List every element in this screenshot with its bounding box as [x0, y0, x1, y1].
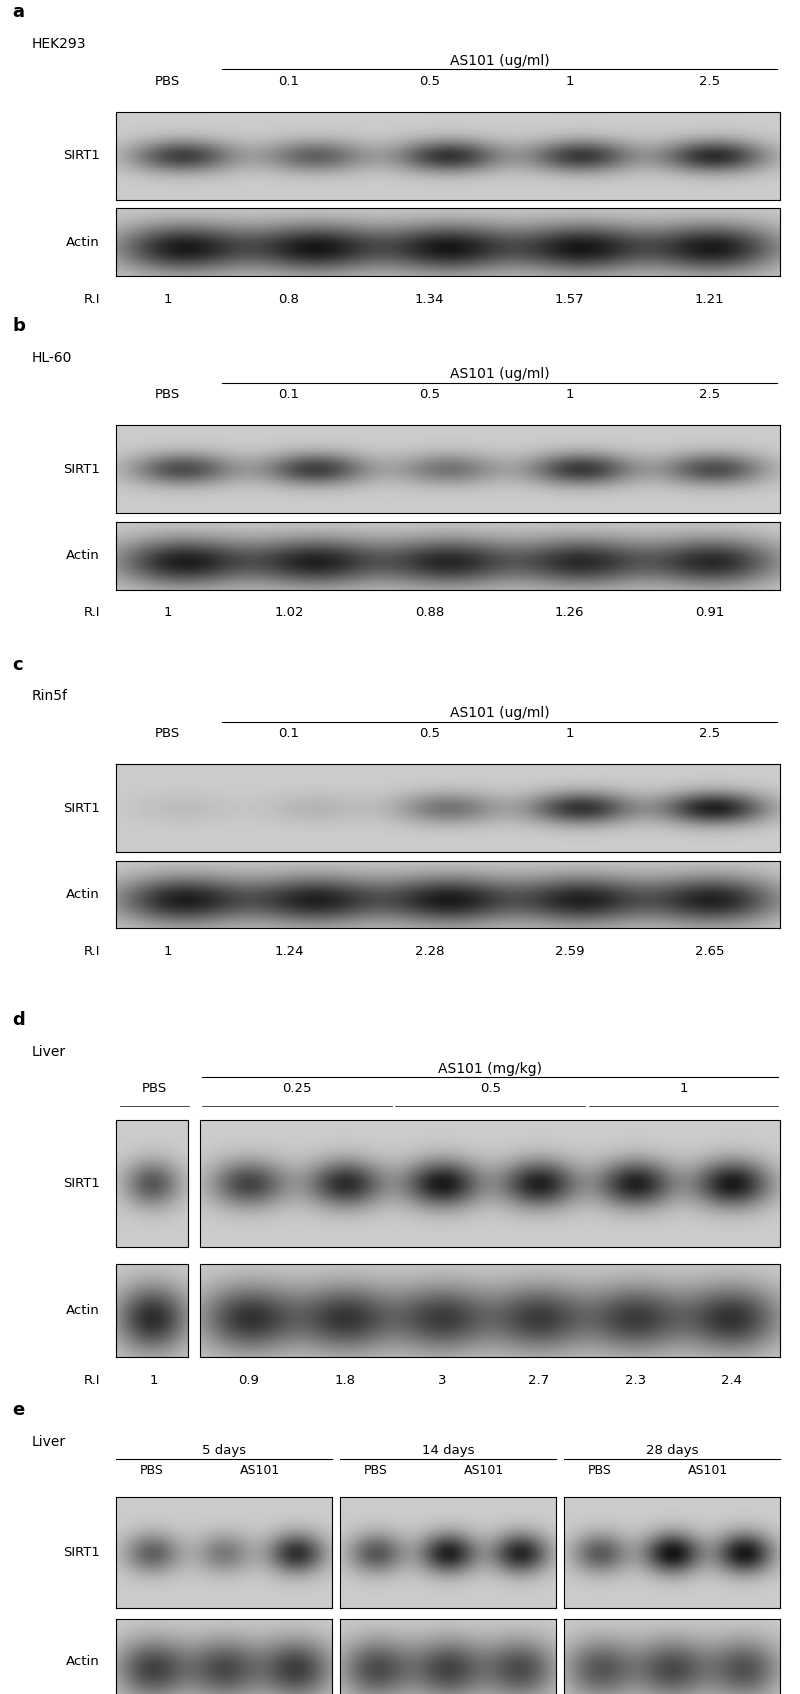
- Text: Actin: Actin: [66, 888, 100, 901]
- Text: 0.88: 0.88: [414, 606, 444, 620]
- Text: 0.1: 0.1: [278, 388, 299, 401]
- Text: 0.1: 0.1: [278, 727, 299, 740]
- Text: 1: 1: [566, 388, 574, 401]
- Text: AS101 (ug/ml): AS101 (ug/ml): [450, 706, 550, 720]
- Text: 0.5: 0.5: [480, 1082, 501, 1096]
- Text: 1.57: 1.57: [554, 293, 585, 307]
- Text: 2.4: 2.4: [721, 1374, 742, 1387]
- Text: SIRT1: SIRT1: [63, 1177, 100, 1189]
- Text: 1: 1: [679, 1082, 688, 1096]
- Text: AS101: AS101: [464, 1464, 504, 1477]
- Text: PBS: PBS: [364, 1464, 388, 1477]
- Text: SIRT1: SIRT1: [63, 801, 100, 815]
- Text: 1: 1: [150, 1374, 158, 1387]
- Text: 2.5: 2.5: [699, 388, 721, 401]
- Text: AS101 (ug/ml): AS101 (ug/ml): [450, 54, 550, 68]
- Text: 0.5: 0.5: [419, 388, 440, 401]
- Text: 1.26: 1.26: [555, 606, 584, 620]
- Text: AS101: AS101: [688, 1464, 728, 1477]
- Text: 1.21: 1.21: [695, 293, 725, 307]
- Text: 0.25: 0.25: [282, 1082, 312, 1096]
- Text: 2.3: 2.3: [625, 1374, 646, 1387]
- Text: R.I: R.I: [83, 945, 100, 959]
- Text: 2.5: 2.5: [699, 75, 721, 88]
- Text: 1.02: 1.02: [274, 606, 304, 620]
- Text: a: a: [12, 3, 24, 22]
- Text: 0.8: 0.8: [278, 293, 299, 307]
- Text: c: c: [12, 656, 22, 674]
- Text: 0.1: 0.1: [278, 75, 299, 88]
- Text: PBS: PBS: [142, 1082, 167, 1096]
- Text: 1.8: 1.8: [334, 1374, 356, 1387]
- Text: 2.5: 2.5: [699, 727, 721, 740]
- Text: HL-60: HL-60: [32, 351, 72, 364]
- Text: 1: 1: [566, 727, 574, 740]
- Text: 1: 1: [566, 75, 574, 88]
- Text: 5 days: 5 days: [202, 1443, 246, 1457]
- Text: SIRT1: SIRT1: [63, 1547, 100, 1558]
- Text: b: b: [12, 317, 25, 335]
- Text: 14 days: 14 days: [422, 1443, 474, 1457]
- Text: HEK293: HEK293: [32, 37, 86, 51]
- Text: PBS: PBS: [155, 727, 180, 740]
- Text: Actin: Actin: [66, 549, 100, 562]
- Text: Liver: Liver: [32, 1045, 66, 1059]
- Text: 3: 3: [438, 1374, 446, 1387]
- Text: Actin: Actin: [66, 1304, 100, 1316]
- Text: AS101 (ug/ml): AS101 (ug/ml): [450, 368, 550, 381]
- Text: PBS: PBS: [140, 1464, 164, 1477]
- Text: 2.59: 2.59: [555, 945, 584, 959]
- Text: R.I: R.I: [83, 293, 100, 307]
- Text: SIRT1: SIRT1: [63, 149, 100, 163]
- Text: Actin: Actin: [66, 1655, 100, 1669]
- Text: 1.34: 1.34: [414, 293, 444, 307]
- Text: AS101 (mg/kg): AS101 (mg/kg): [438, 1062, 542, 1076]
- Text: R.I: R.I: [83, 1374, 100, 1387]
- Text: 2.28: 2.28: [414, 945, 444, 959]
- Text: d: d: [12, 1011, 25, 1030]
- Text: Actin: Actin: [66, 235, 100, 249]
- Text: 1.24: 1.24: [274, 945, 304, 959]
- Text: e: e: [12, 1401, 24, 1420]
- Text: Rin5f: Rin5f: [32, 689, 68, 703]
- Text: 28 days: 28 days: [646, 1443, 698, 1457]
- Text: AS101: AS101: [240, 1464, 280, 1477]
- Text: R.I: R.I: [83, 606, 100, 620]
- Text: 2.65: 2.65: [695, 945, 725, 959]
- Text: 0.5: 0.5: [419, 727, 440, 740]
- Text: 1: 1: [163, 945, 172, 959]
- Text: PBS: PBS: [155, 75, 180, 88]
- Text: 2.7: 2.7: [528, 1374, 549, 1387]
- Text: 1: 1: [163, 293, 172, 307]
- Text: PBS: PBS: [588, 1464, 612, 1477]
- Text: 0.5: 0.5: [419, 75, 440, 88]
- Text: 1: 1: [163, 606, 172, 620]
- Text: Liver: Liver: [32, 1435, 66, 1448]
- Text: SIRT1: SIRT1: [63, 462, 100, 476]
- Text: PBS: PBS: [155, 388, 180, 401]
- Text: 0.9: 0.9: [238, 1374, 259, 1387]
- Text: 0.91: 0.91: [695, 606, 725, 620]
